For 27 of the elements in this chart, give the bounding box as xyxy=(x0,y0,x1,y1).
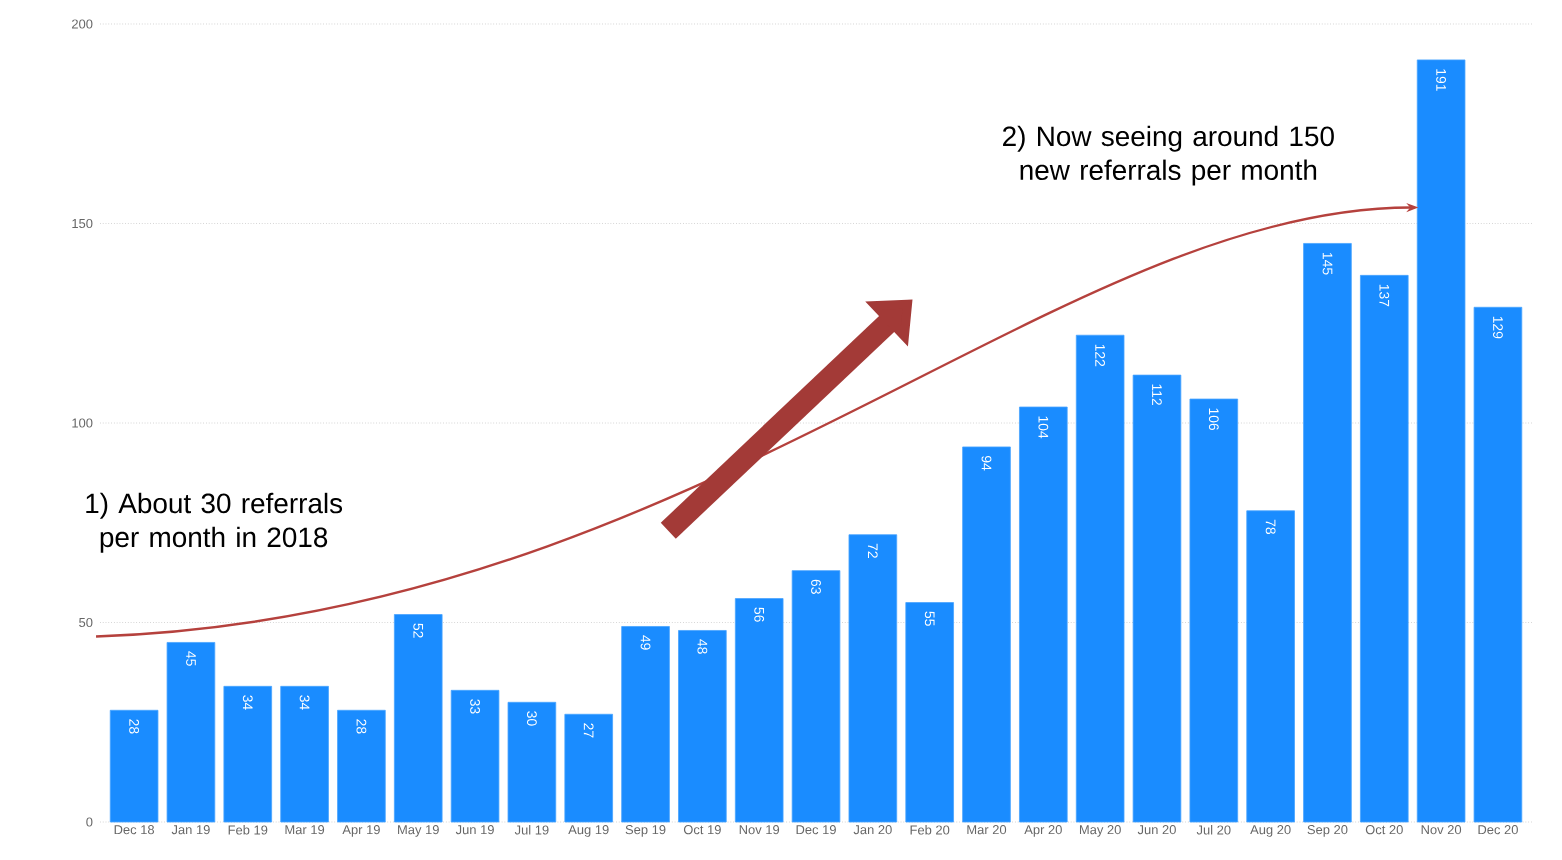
bar xyxy=(848,534,898,823)
bar xyxy=(166,642,216,823)
bar xyxy=(1246,510,1295,823)
bar xyxy=(1416,59,1466,823)
bar xyxy=(337,709,386,823)
bar xyxy=(1132,374,1182,823)
bar xyxy=(450,689,500,823)
bar xyxy=(507,701,557,823)
bar xyxy=(905,602,954,823)
bar xyxy=(1360,274,1409,823)
bar xyxy=(393,614,443,823)
bar xyxy=(1303,243,1352,823)
bar xyxy=(1019,406,1068,823)
bar xyxy=(621,626,670,823)
annotation: 2) Now seeing around 150 new referrals per month xyxy=(1003,125,1334,186)
bar xyxy=(564,713,613,823)
bar xyxy=(280,685,329,823)
bar xyxy=(223,685,273,823)
bar xyxy=(962,446,1011,823)
bar xyxy=(1189,398,1239,823)
bar xyxy=(1473,306,1523,823)
bar xyxy=(678,630,727,823)
annotation: 1) About 30 referrals per month in 2018 xyxy=(86,492,343,553)
bar xyxy=(734,598,784,823)
bar xyxy=(109,709,159,823)
bar xyxy=(791,570,841,823)
bar xyxy=(1075,334,1125,823)
